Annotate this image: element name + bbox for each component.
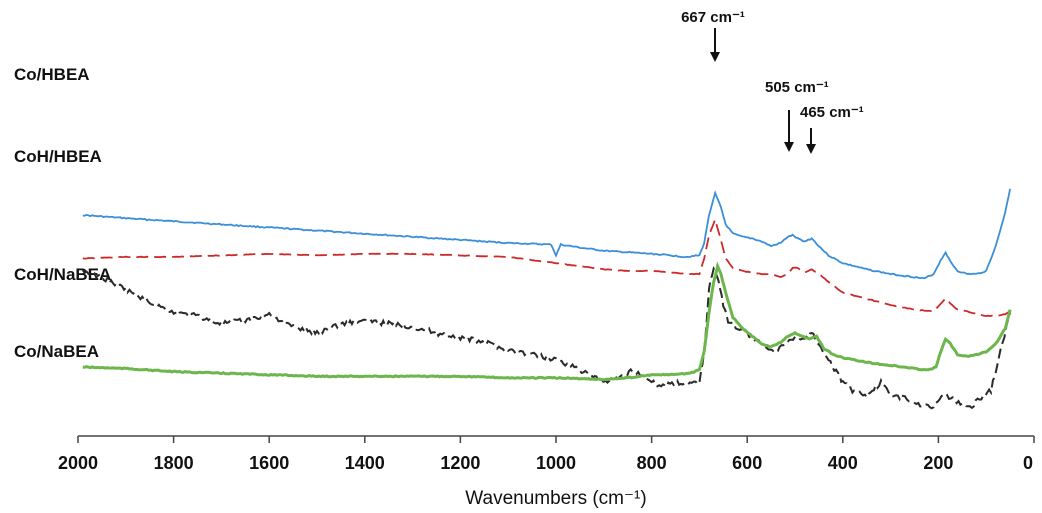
label-coh-nabea: CoH/NaBEA [14, 265, 111, 284]
annotation-arrow-head-0 [710, 52, 720, 62]
x-tick-label-1800: 1800 [154, 453, 194, 473]
label-coh-hbea: CoH/HBEA [14, 147, 102, 166]
series-line-co-nabea [82, 261, 1012, 382]
x-tick-label-1400: 1400 [345, 453, 385, 473]
x-tick-label-800: 800 [637, 453, 667, 473]
annotation-label-0: 667 cm⁻¹ [681, 9, 745, 26]
annotation-layer: 667 cm⁻¹ 505 cm⁻¹ 465 cm⁻¹ [681, 9, 864, 154]
x-tick-label-0: 0 [1023, 453, 1033, 473]
annotation-arrow-head-2 [806, 144, 816, 154]
x-tick-label-1200: 1200 [440, 453, 480, 473]
x-tick-label-200: 200 [923, 453, 953, 473]
x-tick-label-1600: 1600 [249, 453, 289, 473]
x-tick-label-2000: 2000 [58, 453, 98, 473]
annotation-arrow-head-1 [784, 142, 794, 152]
x-axis-label: Wavenumbers (cm⁻¹) [465, 488, 646, 509]
annotation-label-1: 505 cm⁻¹ [765, 79, 829, 96]
x-tick-label-1000: 1000 [536, 453, 576, 473]
label-co-hbea: Co/HBEA [14, 65, 90, 84]
series-layer [81, 188, 1012, 410]
x-axis: 2000 1800 1600 1400 1200 1000 800 600 400 200 0 [58, 435, 1035, 473]
series-line-coh-hbea [82, 216, 1011, 318]
series-line-coh-nabea [81, 266, 1012, 410]
label-co-nabea: Co/NaBEA [14, 342, 99, 361]
series-line-co-hbea [82, 188, 1011, 280]
x-tick-label-600: 600 [732, 453, 762, 473]
annotation-label-2: 465 cm⁻¹ [800, 104, 864, 121]
x-tick-label-400: 400 [828, 453, 858, 473]
